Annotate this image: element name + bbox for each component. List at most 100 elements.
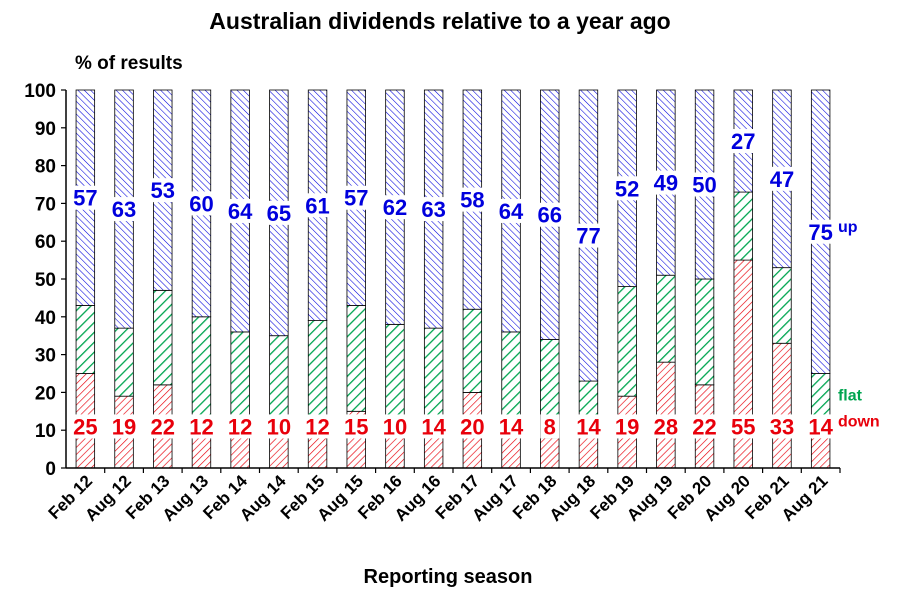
bar-segment-flat	[617, 286, 637, 397]
data-label-up-box	[804, 219, 837, 244]
data-label-up-box	[533, 202, 566, 227]
data-label-down-text: 19	[112, 414, 136, 439]
data-label-up-box	[224, 198, 257, 223]
data-label-down: 28	[649, 414, 682, 439]
data-label-up: 63	[417, 197, 450, 222]
y-tick-label: 60	[35, 232, 56, 253]
data-label-down-text: 14	[421, 414, 446, 439]
data-label-down-box	[108, 414, 141, 439]
data-label-up-box	[727, 129, 760, 154]
bar-segment-flat	[307, 320, 328, 424]
data-label-up: 66	[533, 202, 566, 228]
data-label-down: 14	[804, 414, 837, 439]
data-label-down-text: 22	[692, 414, 716, 439]
data-label-down: 33	[765, 414, 798, 439]
data-label-down-text: 12	[305, 414, 329, 439]
y-tick-label: 0	[45, 459, 56, 480]
data-label-down-text: 10	[267, 414, 291, 439]
data-label-down-text: 12	[228, 414, 252, 439]
data-label-down-text: 33	[770, 414, 794, 439]
data-label-down: 19	[108, 414, 141, 439]
data-label-down-box	[572, 414, 605, 439]
data-label-up-box	[185, 191, 218, 216]
data-label-up: 64	[495, 198, 528, 224]
data-label-up-text: 64	[499, 199, 524, 224]
bar-segment-down	[540, 437, 560, 469]
data-label-up-text: 77	[576, 224, 600, 249]
y-tick-label: 90	[35, 119, 56, 140]
data-label-down: 12	[301, 414, 334, 439]
data-label-down-text: 20	[460, 414, 484, 439]
data-label-down: 12	[224, 414, 257, 439]
data-label-up: 61	[301, 193, 334, 218]
bar-segment-flat	[578, 380, 599, 416]
data-label-down-box	[495, 414, 528, 439]
data-label-down-box	[649, 414, 682, 439]
data-label-down: 8	[540, 414, 560, 439]
bar-segment-flat	[733, 191, 753, 261]
data-label-up-text: 65	[267, 201, 291, 226]
data-label-down-box	[688, 414, 721, 439]
data-label-up-text: 60	[189, 191, 213, 216]
data-label-up: 53	[146, 178, 179, 203]
data-label-down-box	[262, 414, 295, 439]
data-label-down-text: 14	[576, 414, 601, 439]
data-label-down-text: 15	[344, 414, 368, 439]
bar-segment-flat	[694, 278, 715, 386]
data-label-down: 10	[378, 414, 411, 439]
data-label-up: 60	[185, 191, 218, 216]
data-label-up-text: 57	[344, 186, 368, 211]
data-label-down-text: 14	[499, 414, 524, 439]
data-label-up-text: 57	[73, 186, 97, 211]
data-label-down: 25	[69, 414, 102, 439]
data-label-up-box	[495, 198, 528, 223]
y-tick-label: 10	[35, 421, 56, 442]
bar-segment-flat	[75, 305, 96, 374]
data-label-down-box	[765, 414, 798, 439]
data-label-down-text: 25	[73, 414, 97, 439]
bar-segment-flat	[501, 331, 521, 416]
data-label-up-box	[340, 185, 373, 210]
data-label-up-text: 75	[808, 220, 832, 245]
data-label-down-box	[456, 414, 489, 439]
data-label-down-text: 55	[731, 414, 755, 439]
data-label-down: 14	[572, 414, 605, 439]
bar-segment-flat	[656, 274, 676, 363]
data-label-up: 64	[224, 198, 257, 224]
bar-segment-flat	[191, 316, 212, 424]
data-label-down-box	[224, 414, 257, 439]
data-label-up-box	[572, 223, 605, 248]
data-label-down-text: 19	[615, 414, 639, 439]
bar-segment-flat	[114, 327, 134, 397]
data-label-down-text: 22	[151, 414, 175, 439]
data-label-up-box	[262, 200, 295, 225]
legend-down: down	[838, 413, 880, 430]
data-label-down-box	[804, 414, 837, 439]
bar-segment-flat	[462, 308, 483, 393]
data-label-down: 10	[262, 414, 295, 439]
data-label-up-text: 58	[460, 188, 484, 213]
bar-segment-flat	[423, 327, 444, 416]
y-tick-label: 100	[24, 81, 56, 102]
data-label-up: 77	[572, 223, 605, 249]
bars-layer	[75, 89, 831, 469]
data-label-up: 63	[108, 197, 141, 222]
legend: up flat down	[838, 219, 880, 431]
y-tick-label: 20	[35, 383, 56, 404]
data-label-down-box	[417, 414, 450, 439]
data-label-up-text: 62	[383, 195, 407, 220]
data-label-up: 49	[649, 170, 682, 196]
data-label-up-text: 50	[692, 173, 716, 198]
data-label-up: 57	[340, 185, 373, 211]
x-axis-label: Reporting season	[364, 566, 533, 588]
data-label-up: 27	[727, 129, 760, 154]
data-label-down-box	[611, 414, 644, 439]
data-label-down: 20	[456, 414, 489, 439]
data-label-down: 55	[727, 414, 760, 439]
data-label-up-box	[146, 178, 179, 203]
y-tick-label: 50	[35, 270, 56, 291]
data-label-up: 57	[69, 185, 102, 211]
data-label-down-box	[727, 414, 760, 439]
data-label-up-text: 53	[151, 178, 175, 203]
